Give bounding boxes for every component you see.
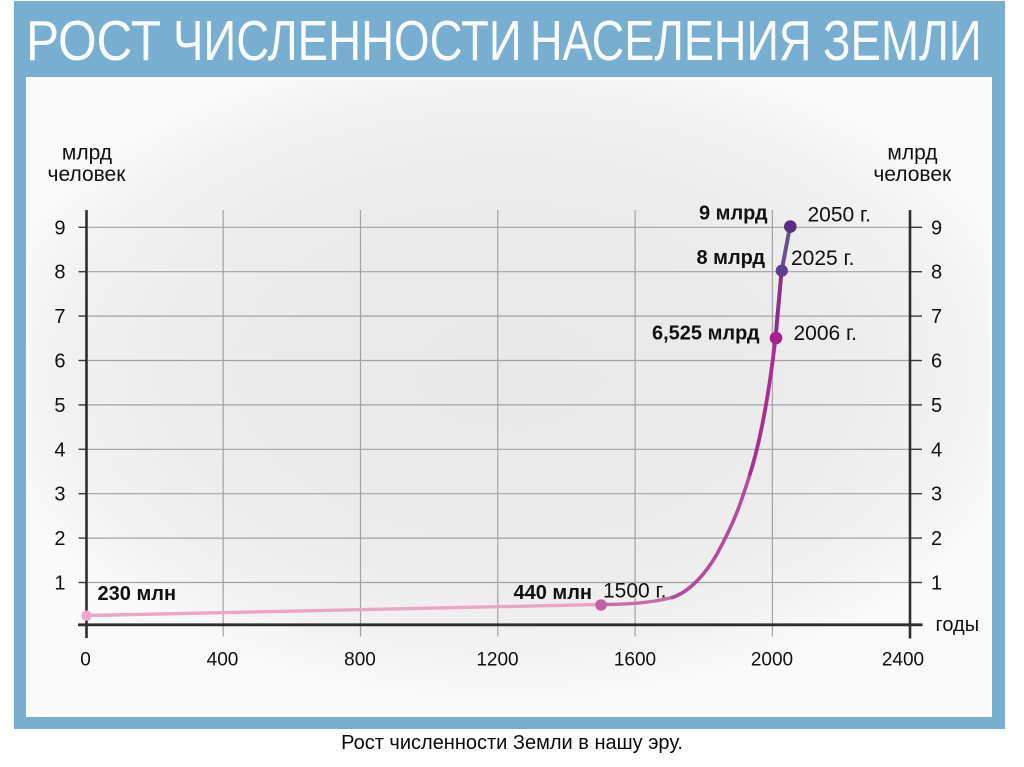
svg-text:2050 г.: 2050 г. — [808, 204, 871, 227]
svg-text:9: 9 — [931, 217, 942, 239]
svg-text:5: 5 — [931, 395, 942, 417]
svg-text:9 млрд: 9 млрд — [699, 203, 768, 225]
svg-text:400: 400 — [207, 650, 239, 671]
svg-text:440 млн: 440 млн — [514, 582, 593, 604]
svg-text:5: 5 — [54, 395, 65, 417]
svg-text:9: 9 — [54, 217, 65, 239]
svg-text:млрд: млрд — [887, 142, 937, 165]
svg-text:человек: человек — [48, 163, 127, 186]
svg-text:6: 6 — [54, 351, 65, 373]
svg-text:7: 7 — [54, 306, 65, 328]
svg-text:2000: 2000 — [751, 650, 793, 671]
svg-text:8: 8 — [931, 262, 942, 284]
svg-text:3: 3 — [54, 484, 65, 506]
svg-text:3: 3 — [931, 484, 942, 506]
svg-text:годы: годы — [936, 614, 980, 636]
svg-text:4: 4 — [931, 439, 942, 461]
svg-text:6: 6 — [931, 351, 942, 373]
svg-text:2025 г.: 2025 г. — [791, 247, 854, 270]
svg-text:0: 0 — [80, 650, 91, 671]
svg-text:7: 7 — [931, 306, 942, 328]
svg-text:2: 2 — [54, 528, 65, 550]
svg-text:800: 800 — [344, 650, 376, 671]
svg-text:2400: 2400 — [882, 650, 924, 671]
svg-text:млрд: млрд — [62, 142, 112, 165]
svg-text:1: 1 — [931, 573, 942, 595]
svg-text:1600: 1600 — [614, 650, 656, 671]
svg-text:2006 г.: 2006 г. — [794, 322, 857, 345]
svg-text:4: 4 — [54, 439, 65, 461]
svg-text:человек: человек — [873, 163, 952, 186]
svg-text:8: 8 — [54, 262, 65, 284]
svg-text:1200: 1200 — [476, 650, 518, 671]
svg-text:1500 г.: 1500 г. — [603, 580, 666, 603]
svg-text:6,525 млрд: 6,525 млрд — [652, 322, 760, 344]
svg-text:2: 2 — [931, 528, 942, 550]
svg-text:8 млрд: 8 млрд — [697, 247, 766, 269]
svg-text:230 млн: 230 млн — [98, 583, 177, 605]
svg-text:1: 1 — [54, 573, 65, 595]
